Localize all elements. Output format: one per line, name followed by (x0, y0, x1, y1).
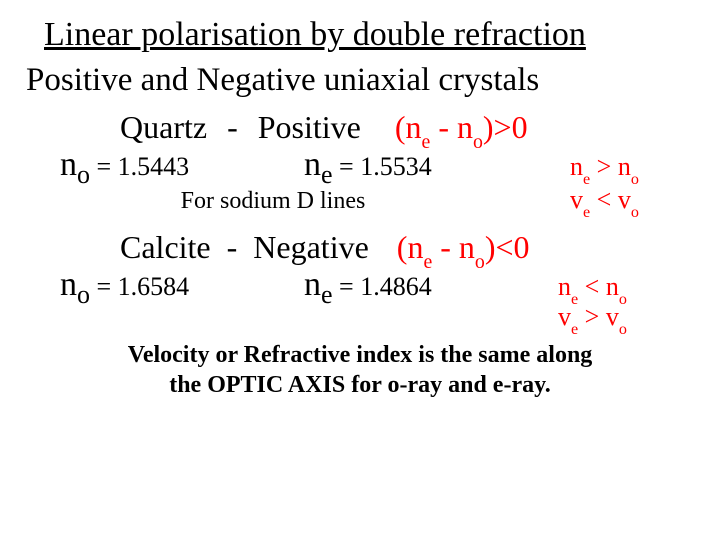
calcite-block: Calcite - Negative (ne - no)<0 no = 1.65… (20, 229, 700, 332)
text: = 1.5534 (333, 152, 432, 181)
calcite-dash: - (227, 229, 238, 266)
text: = 1.4864 (333, 272, 432, 301)
text: = 1.5443 (90, 152, 189, 181)
text: v (606, 302, 619, 331)
footnote-line1: Velocity or Refractive index is the same… (128, 342, 593, 368)
sub: o (619, 321, 627, 338)
calcite-no: no = 1.6584 (60, 266, 290, 304)
quartz-ne: ne = 1.5534 (304, 146, 524, 184)
quartz-no: no = 1.5443 (60, 146, 290, 184)
sub: e (571, 291, 578, 308)
footnote-line2: the OPTIC AXIS for o-ray and e-ray. (169, 372, 551, 398)
sub: e (422, 131, 431, 153)
text: < (578, 272, 606, 301)
text: < (590, 185, 618, 214)
text: n (618, 152, 631, 181)
text: > (578, 302, 606, 331)
slide-subtitle: Positive and Negative uniaxial crystals (26, 62, 700, 99)
quartz-positive: Positive (258, 109, 361, 146)
text: - n (430, 109, 473, 145)
quartz-rel-n: ne > no (570, 152, 639, 182)
slide-footnote: Velocity or Refractive index is the same… (20, 340, 700, 400)
quartz-sodium: For sodium D lines (38, 188, 508, 215)
text: v (570, 185, 583, 214)
quartz-rel-v: ve < vo (570, 185, 639, 215)
text: > (590, 152, 618, 181)
text: (n (397, 229, 424, 265)
sub: o (77, 280, 90, 309)
text: n (570, 152, 583, 181)
text: v (618, 185, 631, 214)
calcite-rel-v: ve > vo (558, 302, 627, 332)
text: n (304, 266, 321, 303)
sub: o (77, 160, 90, 189)
text: n (606, 272, 619, 301)
calcite-condition: (ne - no)<0 (397, 229, 530, 266)
text: v (558, 302, 571, 331)
text: n (304, 146, 321, 183)
text: n (558, 272, 571, 301)
text: n (60, 266, 77, 303)
text: )>0 (483, 109, 528, 145)
quartz-block: Quartz - Positive (ne - no)>0 no = 1.544… (20, 109, 700, 215)
sub: o (473, 131, 483, 153)
quartz-condition: (ne - no)>0 (395, 109, 528, 146)
sub: e (583, 204, 590, 221)
text: - n (432, 229, 475, 265)
text: )<0 (485, 229, 530, 265)
sub: o (619, 291, 627, 308)
calcite-negative: Negative (253, 229, 369, 266)
sub: o (631, 204, 639, 221)
sub: e (321, 160, 333, 189)
calcite-name: Calcite (120, 229, 211, 266)
sub: e (583, 171, 590, 188)
quartz-name: Quartz (120, 109, 207, 146)
text: n (60, 146, 77, 183)
calcite-rel-n: ne < no (558, 272, 627, 302)
sub: o (475, 251, 485, 273)
calcite-ne: ne = 1.4864 (304, 266, 524, 304)
slide-title: Linear polarisation by double refraction (44, 16, 700, 54)
quartz-dash: - (227, 109, 238, 146)
sub: e (571, 321, 578, 338)
slide: Linear polarisation by double refraction… (0, 0, 720, 540)
text: = 1.6584 (90, 272, 189, 301)
sub: e (321, 280, 333, 309)
sub: e (423, 251, 432, 273)
text: (n (395, 109, 422, 145)
sub: o (631, 171, 639, 188)
